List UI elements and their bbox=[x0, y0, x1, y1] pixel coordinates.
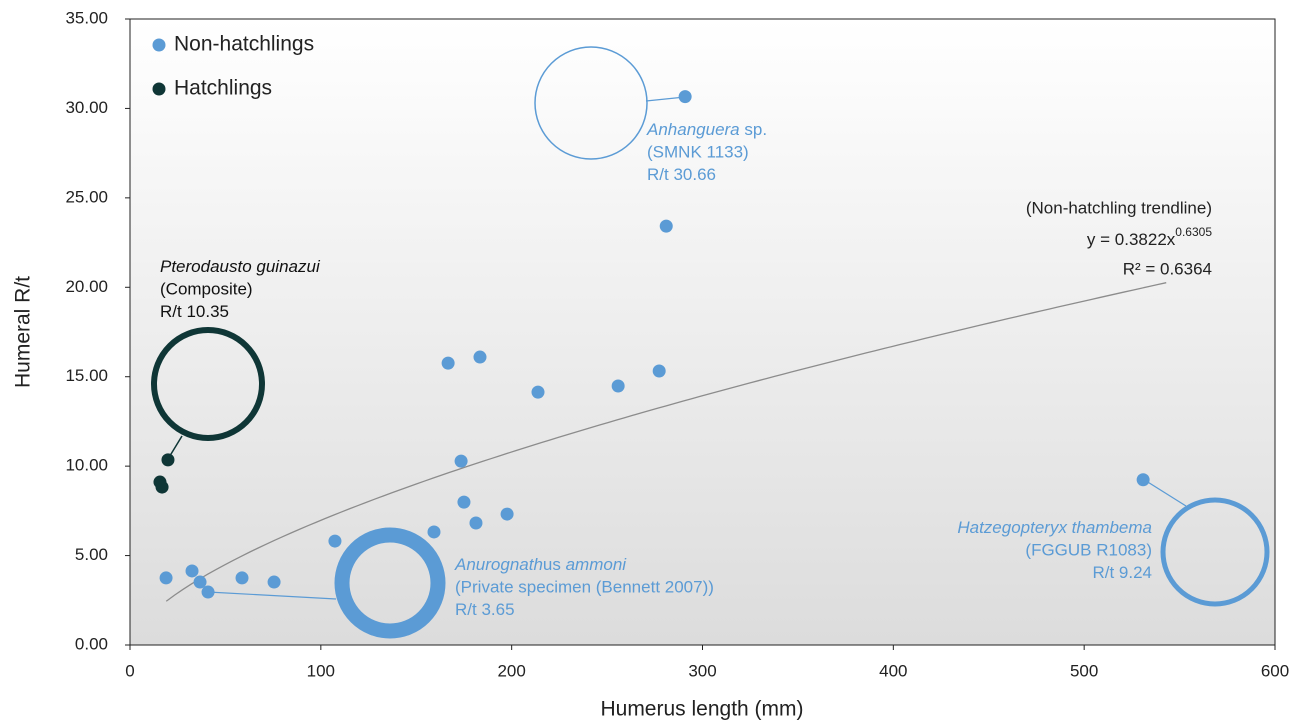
annotation-text: R/t 3.65 bbox=[455, 600, 515, 619]
y-tick-label: 5.00 bbox=[75, 545, 108, 564]
x-tick-label: 200 bbox=[497, 661, 525, 680]
annotation: R/t 30.66 bbox=[647, 165, 716, 184]
data-point bbox=[678, 90, 692, 104]
legend-label: Non-hatchlings bbox=[174, 33, 314, 56]
annotation-text: (FGGUB R1083) bbox=[1025, 541, 1152, 560]
x-tick-label: 500 bbox=[1070, 661, 1098, 680]
data-point bbox=[201, 585, 215, 599]
annotation: Pterodausto guinazui bbox=[160, 257, 321, 276]
cross-section bbox=[534, 46, 648, 160]
data-point bbox=[235, 571, 249, 585]
annotation-text: Hatzegopteryx thambema bbox=[957, 518, 1152, 537]
y-tick-label: 0.00 bbox=[75, 634, 108, 653]
annotation: (FGGUB R1083) bbox=[1025, 541, 1152, 560]
y-tick-label: 20.00 bbox=[65, 277, 108, 296]
annotation: Anhanguera sp. bbox=[646, 120, 767, 139]
y-tick-label: 15.00 bbox=[65, 366, 108, 385]
x-tick-label: 0 bbox=[125, 661, 134, 680]
annotation: (SMNK 1133) bbox=[647, 143, 749, 162]
x-axis-title: Humerus length (mm) bbox=[600, 698, 803, 721]
data-point bbox=[267, 575, 281, 589]
annotation: (Composite) bbox=[160, 280, 253, 299]
y-tick-label: 25.00 bbox=[65, 187, 108, 206]
annotation-text: (Composite) bbox=[160, 280, 253, 299]
data-point bbox=[469, 516, 483, 530]
data-point bbox=[473, 350, 487, 364]
annotation-text: sp. bbox=[740, 120, 767, 139]
data-point bbox=[531, 385, 545, 399]
cross-section bbox=[151, 327, 265, 441]
annotation-text: Pterodausto guinazui bbox=[160, 257, 321, 276]
data-point bbox=[457, 495, 471, 509]
trendline-equation: y = 0.3822x0.6305 bbox=[1087, 225, 1212, 249]
annotation-text: Anurognath bbox=[454, 555, 543, 574]
data-point bbox=[159, 571, 173, 585]
data-point bbox=[193, 575, 207, 589]
data-point bbox=[427, 525, 441, 539]
annotation: Hatzegopteryx thambema bbox=[957, 518, 1152, 537]
x-tick-label: 600 bbox=[1261, 661, 1289, 680]
annotation: R/t 10.35 bbox=[160, 302, 229, 321]
legend-label: Hatchlings bbox=[174, 77, 272, 100]
connector bbox=[645, 96, 686, 102]
trendline-label: (Non-hatchling trendline) bbox=[1026, 198, 1212, 217]
data-point bbox=[659, 219, 673, 233]
cross-section bbox=[334, 527, 446, 639]
y-tick-label: 10.00 bbox=[65, 456, 108, 475]
data-point bbox=[652, 364, 666, 378]
x-tick-label: 300 bbox=[688, 661, 716, 680]
annotation-text: Anhanguera bbox=[646, 120, 740, 139]
annotation-text: (Private specimen (Bennett 2007)) bbox=[455, 578, 714, 597]
connector bbox=[1142, 478, 1187, 507]
annotation: Anurognathus ammoni bbox=[454, 555, 627, 574]
data-point bbox=[328, 534, 342, 548]
annotation: R/t 9.24 bbox=[1092, 563, 1152, 582]
annotation-text: us bbox=[543, 555, 561, 574]
legend-marker bbox=[152, 82, 166, 96]
data-point bbox=[500, 507, 514, 521]
data-point bbox=[185, 564, 199, 578]
annotation: R/t 3.65 bbox=[455, 600, 515, 619]
annotation-text: R/t 10.35 bbox=[160, 302, 229, 321]
data-point bbox=[1136, 473, 1150, 487]
y-axis-title: Humeral R/t bbox=[12, 276, 35, 388]
equation: y = 0.3822x bbox=[1087, 230, 1176, 249]
x-tick-label: 100 bbox=[307, 661, 335, 680]
trendline bbox=[165, 282, 1167, 602]
data-point bbox=[441, 356, 455, 370]
y-tick-label: 35.00 bbox=[65, 8, 108, 27]
data-point bbox=[155, 480, 169, 494]
data-point bbox=[161, 453, 175, 467]
annotation: (Private specimen (Bennett 2007)) bbox=[455, 578, 714, 597]
annotation-text: R/t 9.24 bbox=[1092, 563, 1152, 582]
legend-marker bbox=[152, 38, 166, 52]
trendline-r-squared: R² = 0.6364 bbox=[1123, 259, 1212, 278]
x-tick-label: 400 bbox=[879, 661, 907, 680]
plot-area bbox=[129, 18, 1276, 646]
data-point bbox=[454, 454, 468, 468]
connector bbox=[207, 591, 337, 600]
annotation-text: ammoni bbox=[561, 555, 627, 574]
cross-section bbox=[1160, 497, 1270, 607]
annotation-text: (SMNK 1133) bbox=[647, 143, 749, 162]
y-tick-label: 30.00 bbox=[65, 98, 108, 117]
annotation-text: R/t 30.66 bbox=[647, 165, 716, 184]
data-point bbox=[611, 379, 625, 393]
equation-exponent: 0.6305 bbox=[1175, 225, 1212, 239]
